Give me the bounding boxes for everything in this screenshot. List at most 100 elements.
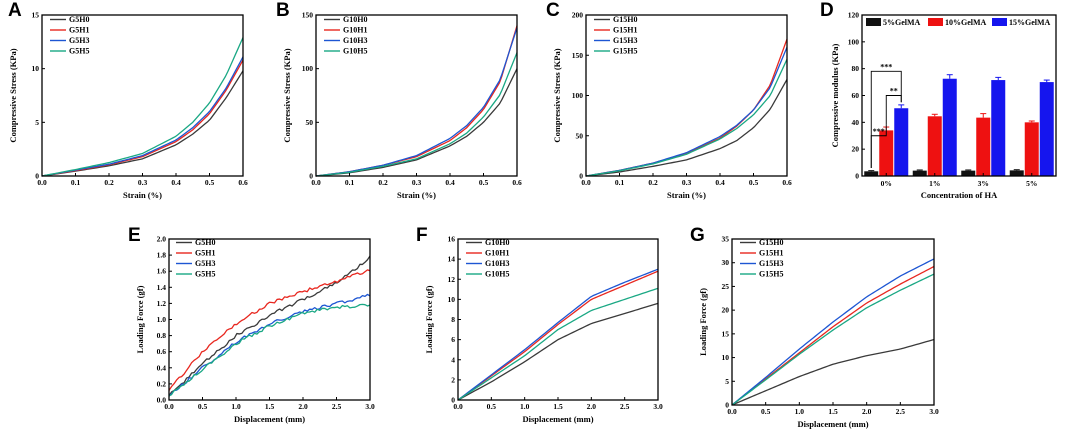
x-tick-label: 0.1 [615, 178, 625, 187]
y-tick-label: 50 [306, 118, 314, 127]
x-tick-label: 1.0 [795, 407, 805, 416]
x-axis-label: Displacement (mm) [797, 419, 868, 429]
legend-label-G5H1: G5H1 [69, 26, 89, 35]
y-tick-label: 0.8 [157, 331, 167, 340]
series-line-G15H5 [731, 273, 935, 406]
x-tick-label: 0.2 [648, 178, 658, 187]
x-tick-label: 2.5 [896, 407, 906, 416]
x-tick-label: 2.0 [587, 402, 597, 411]
panel-label-B: B [276, 0, 290, 21]
series-line-G10H0 [315, 68, 518, 177]
y-tick-label: 8 [451, 315, 455, 324]
x-tick-label: 2.5 [620, 402, 630, 411]
series-line-G10H5 [315, 52, 518, 177]
x-tick-label: 0.2 [378, 178, 388, 187]
x-tick-label: 0.6 [512, 178, 522, 187]
significance-label: *** [880, 62, 892, 71]
y-tick-label: 100 [848, 37, 860, 46]
x-tick-label: 0.5 [205, 178, 215, 187]
panel-F: 0.0 0.5 1.0 1.5 2.0 2.5 3.0 0 2 4 6 8 10 12 14 16 Displa… [416, 225, 663, 424]
legend-label-G15H0: G15H0 [613, 15, 637, 24]
y-tick-label: 100 [572, 91, 584, 100]
y-axis-label: Loading Force (gf) [135, 285, 145, 353]
x-tick-label: 0.1 [71, 178, 81, 187]
series-line-G15H0 [585, 79, 788, 177]
x-axis-label: Strain (%) [123, 190, 162, 200]
x-tick-label: 0.2 [104, 178, 114, 187]
y-tick-label: 150 [572, 51, 584, 60]
y-tick-label: 0.2 [157, 379, 167, 388]
bar-15%GelMA-0% [894, 108, 909, 176]
series-line-G10H1 [457, 270, 659, 401]
bar-5%GelMA-0% [864, 171, 879, 176]
series-line-G5H5 [41, 37, 244, 177]
panel-label-G: G [690, 225, 705, 246]
legend-label-G15H5: G15H5 [759, 270, 783, 279]
x-tick-label: 0.4 [715, 178, 725, 187]
series-line-G15H0 [731, 338, 935, 406]
y-tick-label: 14 [448, 255, 456, 264]
y-tick-label: 15 [722, 329, 730, 338]
y-tick-label: 25 [722, 282, 730, 291]
legend-label-G5H0: G5H0 [195, 238, 215, 247]
x-tick-label: 0.0 [453, 402, 463, 411]
x-tick-label: 0.5 [761, 407, 771, 416]
series-line-G10H5 [457, 287, 659, 401]
panel-label-D: D [820, 0, 834, 21]
legend-label-G5H3: G5H3 [69, 36, 89, 45]
x-tick-label: 0.5 [479, 178, 489, 187]
x-tick-label: 0.0 [37, 178, 47, 187]
x-tick-label: 0.6 [238, 178, 248, 187]
series-line-G5H5 [168, 303, 371, 397]
y-tick-label: 0 [725, 401, 729, 410]
x-tick-label: 1% [929, 179, 940, 188]
x-tick-label: 1.5 [553, 402, 563, 411]
series-line-G5H0 [41, 70, 244, 177]
x-tick-label: 0.5 [749, 178, 759, 187]
series-line-G15H1 [585, 38, 788, 177]
legend-label-5%GelMA: 5%GelMA [883, 18, 921, 27]
x-axis-label: Displacement (mm) [234, 414, 305, 424]
x-tick-label: 0% [881, 179, 892, 188]
y-tick-label: 1.6 [157, 267, 167, 276]
x-tick-label: 0.3 [682, 178, 692, 187]
series-line-G15H5 [585, 59, 788, 177]
y-tick-label: 12 [448, 275, 456, 284]
x-tick-label: 0.5 [487, 402, 497, 411]
legend-swatch-15%GelMA [992, 18, 1007, 26]
legend-label-G5H1: G5H1 [195, 249, 215, 258]
x-tick-label: 0.1 [345, 178, 355, 187]
legend-label-G15H3: G15H3 [759, 259, 783, 268]
y-tick-label: 30 [722, 258, 730, 267]
series-line-G15H1 [731, 265, 935, 406]
series-line-G10H3 [457, 268, 659, 401]
y-tick-label: 0.0 [157, 396, 167, 405]
series-line-G5H3 [168, 293, 371, 397]
legend-label-G10H1: G10H1 [485, 249, 509, 258]
y-tick-label: 0.6 [157, 347, 167, 356]
bar-5%GelMA-5% [1009, 170, 1024, 176]
y-tick-label: 10 [448, 295, 456, 304]
legend-label-G15H0: G15H0 [759, 238, 783, 247]
y-tick-label: 2 [451, 375, 455, 384]
significance-label: ** [890, 87, 898, 96]
y-tick-label: 20 [722, 306, 730, 315]
y-tick-label: 120 [848, 11, 860, 20]
y-tick-label: 2.0 [157, 235, 167, 244]
y-tick-label: 35 [722, 235, 730, 244]
bar-10%GelMA-0% [879, 130, 894, 176]
legend-label-G10H0: G10H0 [343, 15, 367, 24]
legend-label-G10H5: G10H5 [343, 47, 367, 56]
y-tick-label: 0 [35, 172, 39, 181]
x-tick-label: 2.0 [298, 402, 308, 411]
y-tick-label: 0 [855, 172, 859, 181]
x-axis-label: Displacement (mm) [522, 414, 593, 424]
y-tick-label: 1.0 [157, 315, 167, 324]
y-axis-label: Loading Force (gf) [698, 288, 708, 356]
panel-C: 0.0 0.1 0.2 0.3 0.4 0.5 0.6 0 50 100 150 200 Strain … [546, 0, 792, 200]
y-tick-label: 150 [302, 11, 314, 20]
legend-label-G10H1: G10H1 [343, 26, 367, 35]
y-axis-label: Loading Force (gf) [424, 285, 434, 353]
x-tick-label: 0.0 [311, 178, 321, 187]
